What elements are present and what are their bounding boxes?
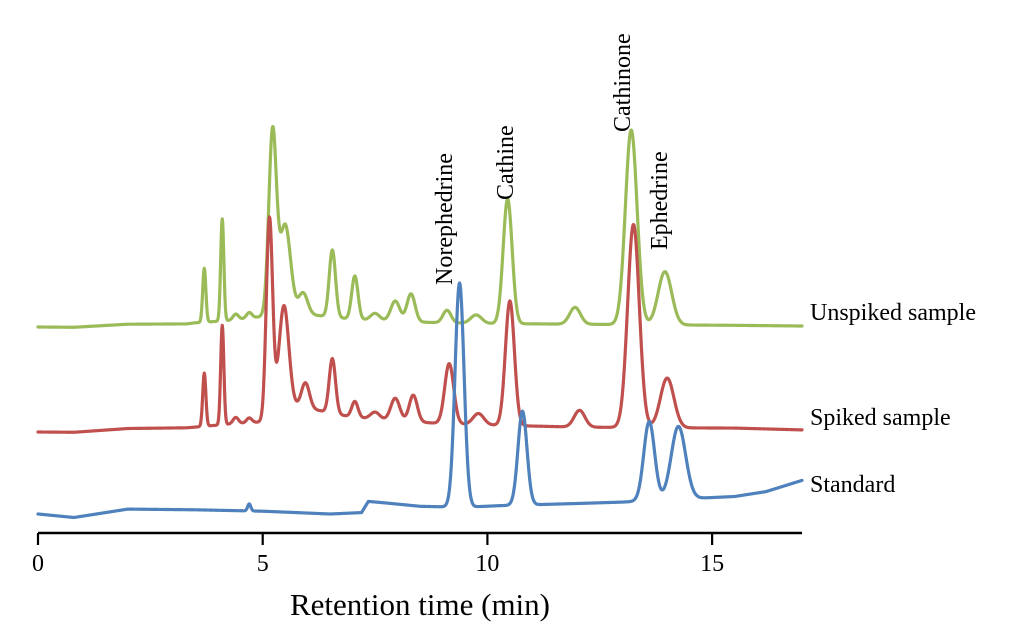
x-axis-label: Retention time (min) <box>290 587 550 622</box>
x-tick-label-5: 5 <box>257 551 269 577</box>
peak-label-ephedrine: Ephedrine <box>647 151 673 250</box>
series-label-spiked-sample: Spiked sample <box>810 405 951 431</box>
x-axis: 0 5 10 15 <box>32 531 802 577</box>
trace-spiked-sample <box>36 215 804 434</box>
peak-label-cathinone: Cathinone <box>610 33 636 132</box>
trace-unspiked-sample <box>36 125 804 329</box>
series-label-unspiked-sample: Unspiked sample <box>810 300 976 326</box>
x-tick-label-0: 0 <box>32 551 44 577</box>
trace-standard <box>36 281 804 520</box>
peak-label-cathine: Cathine <box>493 125 519 200</box>
peak-labels-group: Norephedrine Cathine Cathinone Ephedrine <box>432 33 673 285</box>
peak-label-norephedrine: Norephedrine <box>432 153 458 285</box>
x-ticks-group: 0 5 10 15 <box>32 533 724 577</box>
traces-group <box>36 125 804 520</box>
series-labels-group: Unspiked sample Spiked sample Standard <box>810 300 976 498</box>
x-tick-label-10: 10 <box>475 551 499 577</box>
x-tick-label-15: 15 <box>700 551 724 577</box>
series-label-standard: Standard <box>810 472 895 498</box>
